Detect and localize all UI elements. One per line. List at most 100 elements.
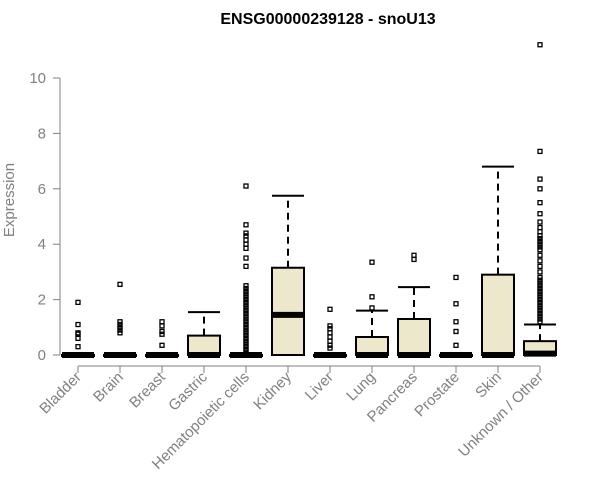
outlier-point xyxy=(537,176,543,182)
chart-title: ENSG00000239128 - snoU13 xyxy=(220,11,435,28)
outlier-point xyxy=(537,288,543,294)
box-unknown-other xyxy=(523,42,557,357)
outlier-point xyxy=(453,319,459,325)
plot-area xyxy=(61,42,557,358)
outlier-point xyxy=(537,319,543,325)
outlier-point xyxy=(369,259,375,265)
box-bladder xyxy=(61,299,95,358)
y-tick-label: 4 xyxy=(38,236,46,253)
outlier-point xyxy=(453,274,459,281)
box-liver xyxy=(313,306,347,358)
outlier-point xyxy=(327,342,333,348)
outlier-point xyxy=(537,186,543,192)
outlier-point xyxy=(117,327,123,333)
outlier-point xyxy=(243,296,249,303)
outlier-point xyxy=(243,313,249,319)
box-kidney xyxy=(271,194,305,356)
outlier-point xyxy=(117,281,123,288)
box-hematopoietic-cells xyxy=(229,183,263,358)
y-tick-label: 2 xyxy=(38,292,46,309)
box-breast xyxy=(145,319,179,358)
x-tick-label: Kidney xyxy=(250,368,295,413)
outlier-point xyxy=(453,301,459,307)
y-axis: 0 2 4 6 8 10 xyxy=(29,70,61,364)
outlier-point xyxy=(117,330,123,336)
outlier-point xyxy=(369,305,375,311)
outlier-point xyxy=(243,283,249,289)
outlier-point xyxy=(243,263,249,270)
outlier-point xyxy=(369,294,375,300)
x-tick-label: Skin xyxy=(472,369,505,402)
outlier-point xyxy=(243,233,249,239)
outlier-point xyxy=(537,224,543,231)
outlier-point xyxy=(411,256,417,263)
x-tick-label: Lung xyxy=(343,369,379,405)
outlier-point xyxy=(243,330,249,336)
outlier-point xyxy=(75,335,81,342)
outlier-point xyxy=(243,327,249,333)
outlier-point xyxy=(75,321,81,328)
outlier-point xyxy=(243,319,249,325)
outlier-point xyxy=(75,344,81,350)
outlier-point xyxy=(327,323,333,329)
outlier-point xyxy=(537,308,543,314)
outlier-point xyxy=(327,334,333,340)
outlier-point xyxy=(75,330,81,336)
outlier-point xyxy=(537,269,543,275)
y-tick-label: 6 xyxy=(38,181,46,198)
outlier-point xyxy=(537,277,543,283)
outlier-point xyxy=(243,285,249,292)
outlier-point xyxy=(117,321,123,328)
x-tick-label: Liver xyxy=(302,369,337,404)
outlier-point xyxy=(243,344,249,350)
outlier-point xyxy=(537,294,543,300)
outlier-point xyxy=(537,305,543,311)
outlier-point xyxy=(537,285,543,292)
outlier-point xyxy=(327,330,333,336)
outlier-point xyxy=(243,222,249,228)
outlier-point xyxy=(453,342,459,348)
outlier-point xyxy=(327,306,333,312)
outlier-point xyxy=(537,296,543,303)
box-body xyxy=(271,266,305,356)
outlier-point xyxy=(537,316,543,322)
box-pancreas xyxy=(397,252,431,358)
outlier-point xyxy=(537,211,543,217)
outlier-point xyxy=(243,294,249,300)
outlier-point xyxy=(243,241,249,247)
outlier-point xyxy=(327,345,333,351)
outlier-point xyxy=(243,302,249,308)
outlier-point xyxy=(243,341,249,347)
outlier-point xyxy=(537,148,543,155)
outlier-point xyxy=(453,328,459,335)
outlier-point xyxy=(117,324,123,330)
x-tick-label: Breast xyxy=(126,368,169,411)
outlier-point xyxy=(537,313,543,319)
outlier-point xyxy=(537,310,543,317)
box-prostate xyxy=(439,274,473,358)
outlier-point xyxy=(243,332,249,339)
box-body xyxy=(481,273,515,357)
outlier-point xyxy=(537,291,543,297)
outlier-point xyxy=(243,324,249,330)
outlier-point xyxy=(537,252,543,258)
y-tick-label: 8 xyxy=(38,125,46,142)
box-lung xyxy=(355,259,389,358)
outlier-point xyxy=(117,319,123,325)
y-tick-label: 0 xyxy=(38,347,46,364)
outlier-point xyxy=(159,319,165,325)
box-brain xyxy=(103,281,137,358)
outlier-point xyxy=(159,328,165,335)
outlier-point xyxy=(537,247,543,253)
outlier-point xyxy=(243,291,249,297)
outlier-point xyxy=(243,288,249,294)
outlier-point xyxy=(243,183,249,189)
outlier-point xyxy=(537,229,543,235)
outlier-point xyxy=(243,308,249,314)
outlier-point xyxy=(537,274,543,281)
box-gastric xyxy=(187,311,221,358)
outlier-point xyxy=(537,263,543,270)
box-skin xyxy=(481,165,515,358)
outlier-point xyxy=(243,335,249,342)
